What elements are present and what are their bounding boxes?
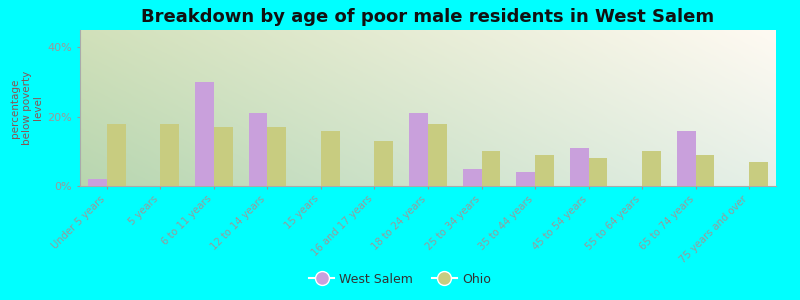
Legend: West Salem, Ohio: West Salem, Ohio — [304, 268, 496, 291]
Bar — [428, 124, 446, 186]
Bar — [374, 141, 394, 186]
Bar — [106, 124, 126, 186]
Bar — [696, 155, 714, 186]
Bar — [462, 169, 482, 186]
Bar — [589, 158, 607, 186]
Bar — [642, 151, 661, 186]
Bar — [267, 127, 286, 186]
Bar — [160, 124, 179, 186]
Bar — [677, 130, 696, 186]
Bar — [535, 155, 554, 186]
Bar — [321, 130, 340, 186]
Bar — [750, 162, 768, 186]
Bar — [482, 151, 500, 186]
Y-axis label: percentage
below poverty
level: percentage below poverty level — [10, 71, 43, 145]
Bar — [516, 172, 535, 186]
Bar — [214, 127, 233, 186]
Bar — [249, 113, 267, 186]
Bar — [195, 82, 214, 186]
Bar — [410, 113, 428, 186]
Bar — [88, 179, 106, 186]
Bar — [570, 148, 589, 186]
Title: Breakdown by age of poor male residents in West Salem: Breakdown by age of poor male residents … — [142, 8, 714, 26]
